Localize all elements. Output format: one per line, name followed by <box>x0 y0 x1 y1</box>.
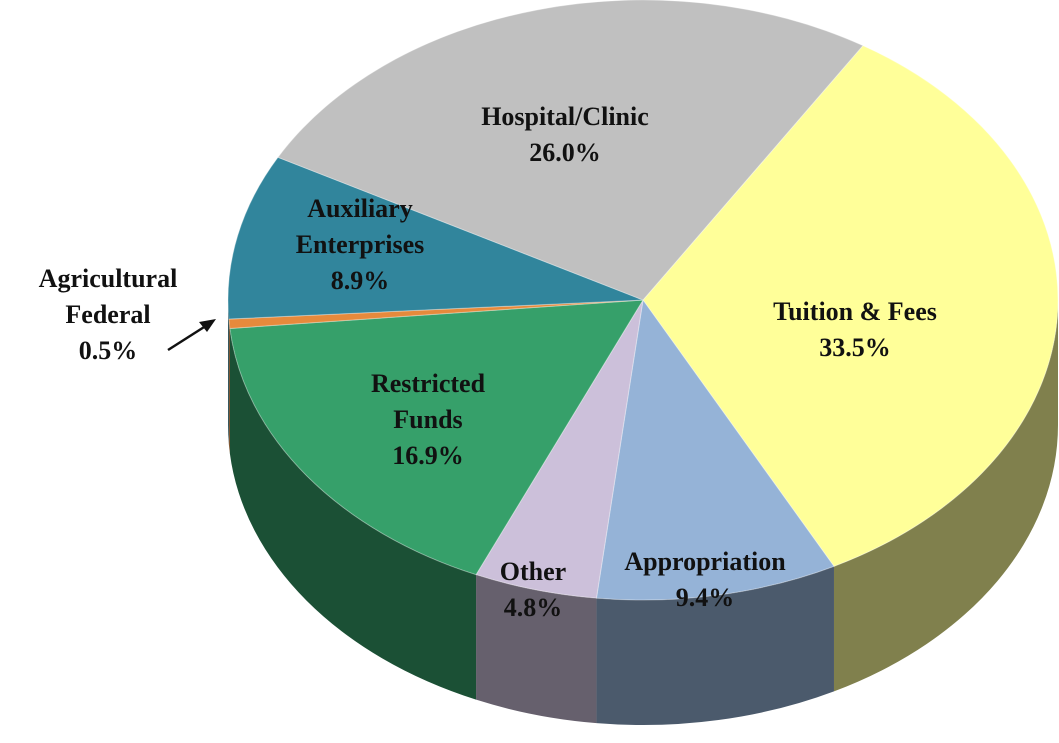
slice <box>642 44 1059 567</box>
slice <box>227 156 644 320</box>
slice <box>595 298 835 601</box>
slice-side <box>476 574 597 724</box>
slice-side <box>833 300 1058 692</box>
slice-label: Tuition & Fees 33.5% <box>725 294 985 366</box>
slice-label: Appropriation 9.4% <box>575 544 835 616</box>
value-label: 16.9% <box>392 441 464 470</box>
slice-tops <box>227 0 1059 601</box>
slice-label: Auxiliary Enterprises 8.9% <box>265 191 455 299</box>
category-label: Restricted Funds <box>370 369 486 434</box>
slice <box>277 0 864 301</box>
value-label: 4.8% <box>503 593 563 622</box>
slice-label: Hospital/Clinic 26.0% <box>435 99 695 171</box>
category-label: Appropriation <box>624 547 786 576</box>
value-label: 8.9% <box>330 266 390 295</box>
value-label: 9.4% <box>675 583 735 612</box>
slice-side <box>596 566 834 725</box>
slice <box>228 299 644 329</box>
value-label: 26.0% <box>529 138 601 167</box>
category-label: Other <box>499 557 567 586</box>
category-label: Auxiliary Enterprises <box>295 194 425 259</box>
slice-label: Restricted Funds 16.9% <box>343 366 513 474</box>
pointer-arrow-head <box>199 319 216 332</box>
slice-label: Other 4.8% <box>483 554 583 626</box>
slice-label: Agricultural Federal 0.5% <box>3 261 213 369</box>
value-label: 33.5% <box>819 333 891 362</box>
slice-side <box>228 300 229 445</box>
slice <box>229 299 644 576</box>
category-label: Agricultural Federal <box>38 264 178 329</box>
slice-side <box>228 319 230 454</box>
slice <box>475 299 644 599</box>
category-label: Tuition & Fees <box>773 297 937 326</box>
category-label: Hospital/Clinic <box>481 102 649 131</box>
slice-side <box>229 328 477 700</box>
value-label: 0.5% <box>78 336 138 365</box>
